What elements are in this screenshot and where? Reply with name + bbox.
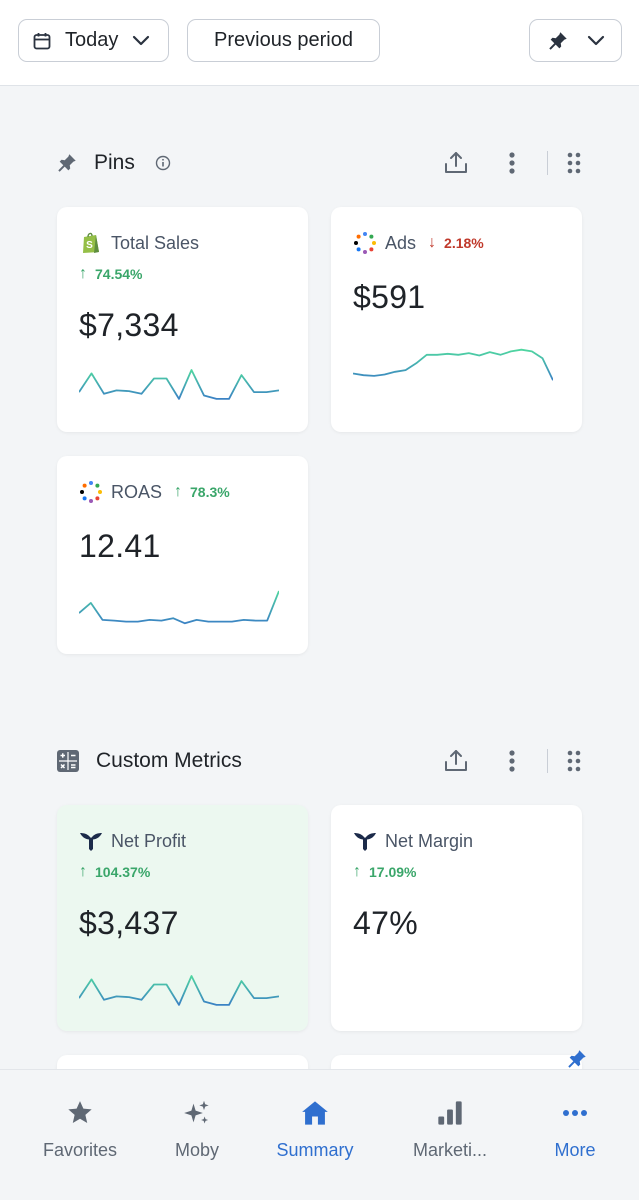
nav-label: Summary [276, 1140, 354, 1160]
multi-channel-icon [80, 481, 102, 503]
card-title-label: Net Margin [385, 830, 474, 851]
star-icon [68, 1101, 92, 1124]
nav-item-marketing[interactable]: Marketi... [386, 1098, 514, 1161]
nav-item-favorites[interactable]: Favorites [16, 1098, 144, 1161]
metric-card-total-sales[interactable]: S Total Sales ↑ 74.54% $7,334 [57, 207, 308, 432]
triple-whale-icon [354, 833, 376, 851]
pin-icon [58, 154, 76, 172]
metric-value: $3,437 [79, 905, 179, 941]
pins-section-header: Pins [56, 143, 582, 183]
metric-card-net-margin[interactable]: Net Margin ↑ 17.09% 47% [331, 805, 582, 1031]
compare-period-label: Previous period [214, 29, 353, 51]
metric-card-ads[interactable]: Ads ↓ 2.18% $591 [331, 207, 582, 432]
drag-handle-icon[interactable] [566, 151, 582, 175]
nav-item-more[interactable]: More [511, 1098, 639, 1161]
delta-badge: ↓ 2.18% [428, 234, 484, 252]
delta-badge: ↑ 17.09% [353, 863, 416, 881]
nav-label: Favorites [42, 1140, 118, 1160]
drag-handle-icon[interactable] [566, 749, 582, 773]
arrow-down-icon: ↓ [428, 234, 437, 251]
delta-badge: ↑ 74.54% [79, 265, 142, 283]
more-vertical-icon[interactable] [499, 150, 525, 176]
top-bar: Today Previous period [0, 0, 639, 86]
sparkline-path [79, 975, 279, 1006]
arrow-up-icon: ↑ [79, 265, 87, 282]
bottom-navigation: Favorites Moby Summary Marketi... [0, 1069, 639, 1200]
card-title-label: Total Sales [111, 232, 200, 253]
delta-badge: ↑ 78.3% [174, 483, 230, 501]
metric-value: $7,334 [79, 307, 179, 343]
pins-section-title: Pins [94, 151, 135, 174]
delta-badge: ↑ 104.37% [79, 863, 150, 881]
nav-item-summary[interactable]: Summary [251, 1098, 379, 1161]
card-title: Net Profit [79, 829, 186, 853]
date-range-label: Today [65, 29, 119, 51]
pin-icon[interactable] [566, 1048, 588, 1070]
calendar-icon [33, 32, 51, 49]
sparkline-path [353, 348, 553, 381]
divider [547, 749, 548, 773]
nav-label: Marketi... [412, 1140, 487, 1160]
arrow-up-icon: ↑ [79, 863, 87, 880]
sparkline [79, 590, 279, 625]
metric-value: $591 [353, 279, 426, 315]
chevron-down-icon [587, 35, 604, 45]
arrow-up-icon: ↑ [353, 863, 361, 880]
card-title-label: ROAS [111, 481, 163, 502]
share-icon[interactable] [443, 748, 469, 774]
card-title: S Total Sales [79, 231, 199, 255]
card-title-label: Ads [385, 232, 417, 253]
compare-period-button[interactable]: Previous period [187, 19, 380, 62]
delta-value: 78.3% [190, 484, 230, 500]
pin-filter-dropdown[interactable] [529, 19, 622, 62]
metric-card-roas[interactable]: ROAS ↑ 78.3% 12.41 [57, 456, 308, 654]
delta-value: 104.37% [95, 864, 151, 880]
arrow-up-icon: ↑ [174, 483, 183, 500]
sparkline [79, 975, 279, 1006]
sparkline [79, 369, 279, 400]
more-dots-icon [563, 1110, 587, 1116]
delta-value: 74.54% [95, 266, 143, 282]
svg-text:S: S [86, 240, 93, 251]
triple-whale-icon [80, 833, 102, 851]
sparkline-path [79, 590, 279, 625]
info-icon[interactable] [155, 155, 171, 171]
card-title: Net Margin [353, 829, 473, 853]
bar-chart-icon [438, 1101, 462, 1125]
metric-value: 12.41 [79, 528, 161, 564]
divider [547, 151, 548, 175]
nav-label: Moby [174, 1140, 219, 1160]
sparkline [353, 348, 553, 381]
chevron-down-icon [133, 35, 150, 45]
card-title: Ads ↓ 2.18% [353, 231, 484, 255]
sparkles-icon [184, 1100, 209, 1124]
delta-value: 17.09% [369, 864, 417, 880]
calculator-icon [57, 750, 79, 772]
share-icon[interactable] [443, 150, 469, 176]
nav-label: More [554, 1140, 596, 1160]
delta-value: 2.18% [444, 235, 484, 251]
nav-item-moby[interactable]: Moby [133, 1098, 261, 1161]
card-title-label: Net Profit [111, 830, 187, 851]
home-icon [302, 1101, 328, 1125]
card-title: ROAS ↑ 78.3% [79, 480, 230, 504]
metric-card-net-profit[interactable]: Net Profit ↑ 104.37% $3,437 [57, 805, 308, 1031]
pin-icon [548, 31, 567, 50]
more-vertical-icon[interactable] [499, 748, 525, 774]
metric-value: 47% [353, 905, 418, 941]
shopify-bag-icon: S [83, 232, 99, 253]
multi-channel-icon [354, 232, 376, 254]
date-range-dropdown[interactable]: Today [18, 19, 169, 62]
sparkline-path [79, 369, 279, 400]
custom-metrics-section-title: Custom Metrics [96, 749, 242, 772]
custom-metrics-section-header: Custom Metrics [56, 741, 582, 781]
